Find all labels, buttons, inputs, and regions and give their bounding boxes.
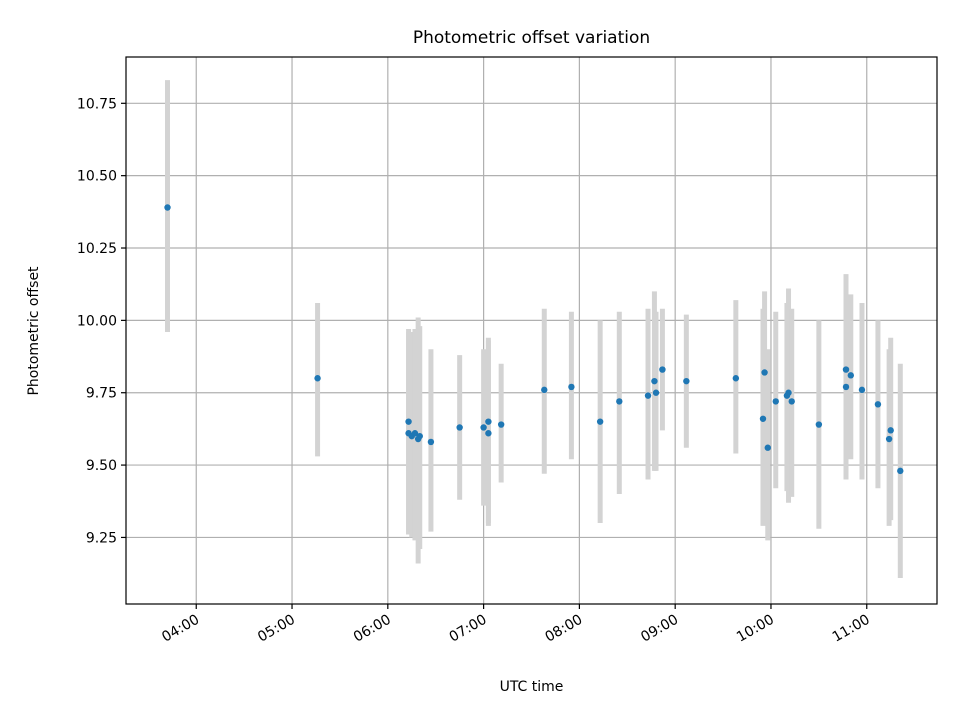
point-layer: [164, 204, 904, 475]
x-tick-label: 04:00: [159, 612, 202, 646]
data-point: [659, 366, 666, 373]
chart-title: Photometric offset variation: [413, 28, 650, 48]
data-point: [485, 418, 492, 425]
x-tick-label: 11:00: [830, 612, 873, 646]
data-point: [405, 418, 412, 425]
data-point: [541, 386, 548, 394]
x-tick-label: 06:00: [351, 612, 394, 646]
data-point: [164, 204, 171, 211]
y-axis-label: Photometric offset: [26, 266, 42, 396]
y-tick-label: 10.50: [77, 169, 117, 185]
data-point: [596, 418, 604, 425]
x-axis-label: UTC time: [500, 679, 564, 695]
y-tick-label: 9.75: [86, 386, 117, 402]
data-point: [885, 435, 893, 443]
x-tick-label: 07:00: [447, 612, 490, 646]
data-point: [485, 430, 492, 437]
data-point: [651, 377, 658, 385]
data-point: [761, 369, 768, 376]
y-axis-ticks: 9.25 9.50 9.75 10.00 10.25 10.50 10.75: [77, 96, 126, 546]
x-tick-label: 09:00: [638, 612, 681, 646]
data-point: [568, 383, 575, 391]
y-tick-label: 10.00: [77, 313, 117, 329]
y-tick-label: 9.25: [86, 530, 117, 546]
x-axis-ticks: 04:00 05:00 06:00 07:00 08:00 09:00 10:00 11:00: [159, 604, 873, 646]
errorbar-layer: [165, 80, 903, 578]
data-point: [874, 401, 882, 408]
data-point: [427, 438, 435, 446]
data-point: [652, 389, 660, 396]
data-point: [416, 432, 423, 440]
data-point: [785, 389, 792, 396]
grid-layer: [126, 57, 937, 604]
data-point: [480, 424, 487, 431]
data-point: [887, 427, 894, 434]
y-tick-label: 10.75: [77, 96, 117, 112]
data-point: [732, 375, 740, 382]
data-point: [683, 377, 690, 385]
data-point: [764, 444, 771, 451]
data-point: [788, 398, 795, 405]
data-point: [847, 372, 854, 379]
data-point: [497, 421, 505, 428]
data-point: [411, 430, 419, 437]
data-point: [456, 424, 463, 431]
x-tick-label: 05:00: [255, 612, 298, 646]
data-point: [644, 392, 652, 399]
data-point: [759, 415, 767, 422]
x-tick-label: 10:00: [734, 612, 777, 646]
x-tick-label: 08:00: [542, 612, 585, 646]
data-point: [616, 398, 623, 405]
data-point: [772, 398, 779, 405]
data-point: [842, 383, 850, 391]
data-point: [314, 375, 321, 382]
data-point: [858, 386, 866, 394]
data-point: [815, 421, 823, 428]
plot-frame: [125, 56, 938, 605]
data-point: [842, 366, 850, 373]
data-point: [897, 467, 904, 475]
y-tick-label: 10.25: [77, 241, 117, 257]
y-tick-label: 9.50: [86, 458, 117, 474]
